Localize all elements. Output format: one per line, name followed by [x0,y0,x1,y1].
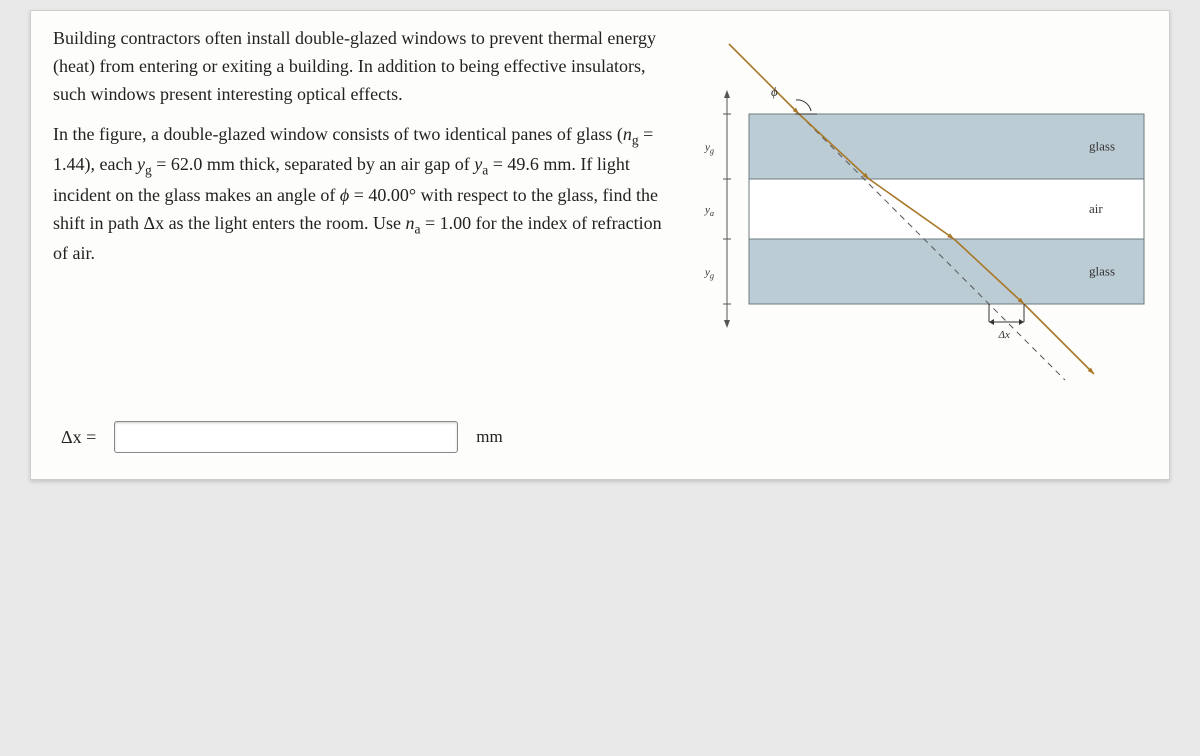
diagram-svg: glass air glass yg ya yg ϕ Δx [689,29,1164,429]
question-card: Building contractors often install doubl… [30,10,1170,480]
diagram: glass air glass yg ya yg ϕ Δx [689,29,1164,429]
answer-input[interactable] [114,421,458,453]
answer-label: Δx = [61,427,96,448]
svg-text:Δx: Δx [998,329,1010,341]
svg-text:air: air [1089,201,1103,216]
svg-text:ϕ: ϕ [771,84,778,99]
paragraph-1: Building contractors often install doubl… [53,25,663,109]
problem-text: Building contractors often install doubl… [53,25,663,280]
svg-text:glass: glass [1089,139,1115,154]
svg-text:ya: ya [704,204,714,218]
svg-text:yg: yg [704,267,714,281]
svg-text:yg: yg [704,142,714,156]
svg-text:glass: glass [1089,264,1115,279]
answer-row: Δx = mm [61,421,503,453]
answer-unit: mm [476,427,502,447]
paragraph-2: In the figure, a double-glazed window co… [53,121,663,268]
